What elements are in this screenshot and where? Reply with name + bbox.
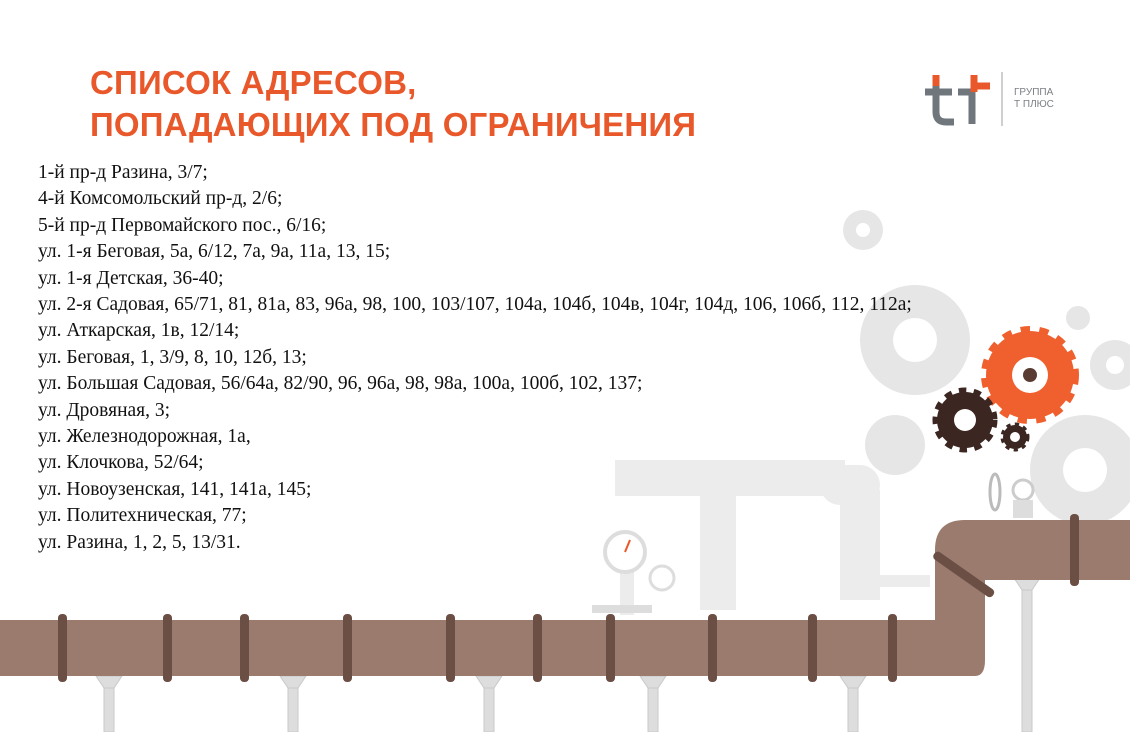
- address-item: 1-й пр-д Разина, 3/7;: [38, 162, 208, 183]
- address-item: ул. Новоузенская, 141, 141а, 145;: [38, 478, 312, 500]
- background-pipes: [615, 460, 930, 615]
- pipe-supports: [95, 577, 1041, 732]
- main-pipe: [0, 514, 1130, 682]
- address-item: 4-й Комсомольский пр-д, 2/6;: [38, 188, 283, 210]
- title-line-1: СПИСОК АДРЕСОВ,: [90, 64, 417, 101]
- address-item: ул. 1-я Детская, 36-40;: [38, 267, 224, 289]
- title-line-2: ПОПАДАЮЩИХ ПОД ОГРАНИЧЕНИЯ: [90, 106, 697, 143]
- address-list: 1-й пр-д Разина, 3/7; 4-й Комсомольский …: [38, 160, 912, 556]
- logo-line-1: ГРУППА: [1014, 87, 1054, 98]
- address-item: ул. 1-я Беговая, 5а, 6/12, 7а, 9а, 11а, …: [38, 241, 391, 263]
- page-title: СПИСОК АДРЕСОВ, ПОПАДАЮЩИХ ПОД ОГРАНИЧЕН…: [90, 62, 696, 146]
- address-item: 5-й пр-д Первомайского пос., 6/16;: [38, 214, 327, 236]
- dark-gear-icon: [932, 387, 1030, 453]
- address-item: ул. Дровяная, 3;: [38, 399, 171, 421]
- address-item: ул. Клочкова, 52/64;: [38, 452, 204, 474]
- orange-gear-icon: [981, 326, 1079, 424]
- address-item: ул. 2-я Садовая, 65/71, 81, 81а, 83, 96а…: [38, 294, 912, 316]
- address-item: ул. Политехническая, 77;: [38, 505, 247, 527]
- logo-text: ГРУППА Т ПЛЮС: [1014, 87, 1054, 111]
- address-item: ул. Аткарская, 1в, 12/14;: [38, 320, 240, 342]
- address-item: ул. Разина, 1, 2, 5, 13/31.: [38, 531, 241, 553]
- address-item: ул. Большая Садовая, 56/64а, 82/90, 96, …: [38, 373, 643, 395]
- address-item: ул. Железнодорожная, 1а,: [38, 426, 251, 448]
- pressure-gauge-icon: [592, 472, 1035, 613]
- logo-line-2: Т ПЛЮС: [1014, 99, 1054, 110]
- t-plus-logo: [925, 72, 1003, 126]
- address-item: ул. Беговая, 1, 3/9, 8, 10, 12б, 13;: [38, 346, 307, 368]
